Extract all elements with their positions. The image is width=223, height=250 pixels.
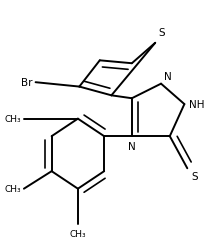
Text: S: S: [159, 28, 165, 38]
Text: CH₃: CH₃: [70, 229, 86, 238]
Text: Br: Br: [21, 78, 33, 88]
Text: CH₃: CH₃: [4, 184, 21, 194]
Text: NH: NH: [189, 100, 204, 110]
Text: CH₃: CH₃: [4, 115, 21, 124]
Text: S: S: [192, 172, 198, 181]
Text: N: N: [164, 72, 172, 82]
Text: N: N: [128, 142, 136, 152]
